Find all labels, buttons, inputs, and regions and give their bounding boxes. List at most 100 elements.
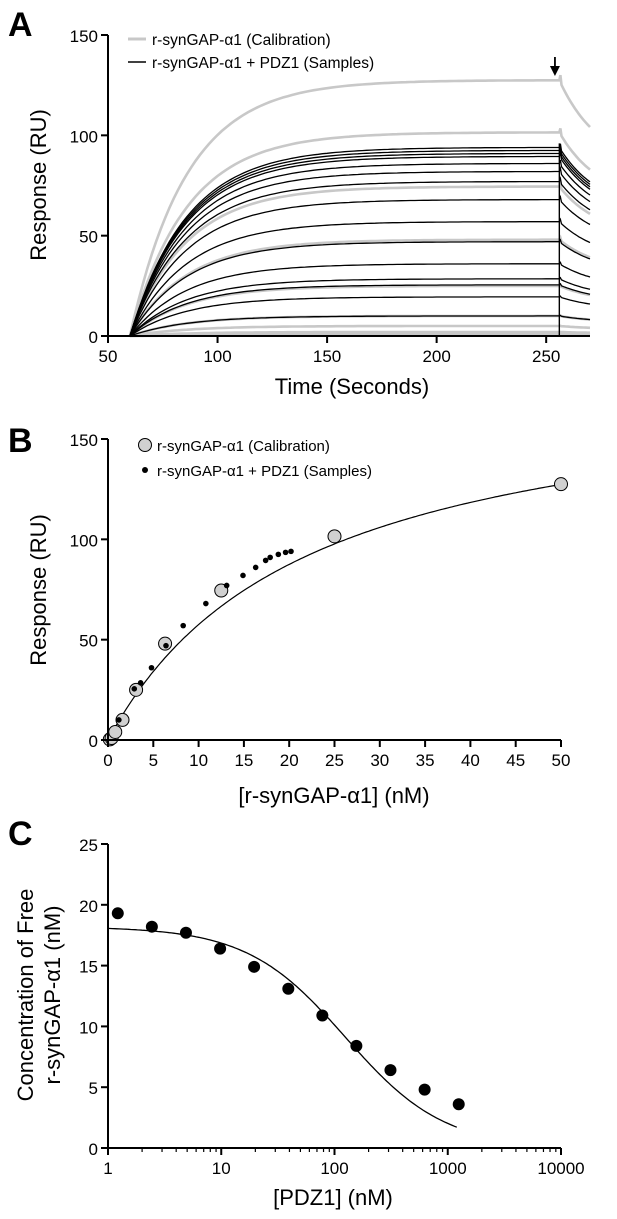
- panel-a-xlabel: Time (Seconds): [275, 374, 429, 399]
- sample-sensorgram: [129, 261, 591, 337]
- sample-point: [137, 680, 144, 686]
- panel-b-y-tick-label: 50: [79, 632, 98, 651]
- chart-panel-c: 1 10 100 1000 10000 0 5 10 15 20 25 [PDZ1] (nM) Co…: [13, 836, 585, 1210]
- panel-b-x-tick-label: 20: [280, 751, 299, 770]
- panel-b-x-tick-label: 35: [416, 751, 435, 770]
- panel-b-x-tick-label: 0: [103, 751, 112, 770]
- calibration-sensorgram: [128, 234, 591, 337]
- free-concentration-point: [282, 982, 295, 995]
- panel-b-marks: [102, 477, 568, 747]
- calibration-sensorgram: [129, 324, 591, 338]
- sample-point: [240, 572, 246, 579]
- calibration-point: [327, 529, 342, 544]
- panel-b-xlabel: [r-synGAP-α1] (nM): [238, 783, 429, 808]
- panel-b-x-tick-label: 15: [234, 751, 253, 770]
- panel-c-ylabel-line-1: Concentration of Free: [13, 889, 38, 1102]
- sample-sensorgram: [129, 146, 591, 337]
- panel-b-y-tick-label: 150: [70, 431, 98, 450]
- panel-c-x-tick-label: 10000: [537, 1159, 584, 1178]
- panel-b-x-tick-label: 40: [461, 751, 480, 770]
- sample-sensorgram: [129, 149, 591, 337]
- legend-marker-samples: [142, 467, 148, 473]
- legend-label-samples: r-synGAP-α1 + PDZ1 (Samples): [157, 463, 372, 480]
- sample-sensorgram: [129, 194, 591, 337]
- free-concentration-point: [452, 1098, 465, 1111]
- sample-sensorgram: [129, 217, 591, 337]
- sample-point: [282, 549, 289, 556]
- calibration-sensorgram: [129, 282, 591, 337]
- sample-sensorgram: [129, 152, 591, 337]
- sample-point: [131, 686, 138, 692]
- binding-fit-curve: [107, 483, 562, 741]
- panel-b-x-tick-label: 50: [552, 751, 571, 770]
- free-concentration-point: [179, 926, 192, 939]
- panel-b-ylabel: Response (RU): [26, 514, 51, 666]
- sample-sensorgram: [129, 238, 591, 337]
- panel-b-x-tick-label: 30: [370, 751, 389, 770]
- free-concentration-point: [145, 920, 158, 933]
- calibration-point: [554, 477, 568, 492]
- free-concentration-point: [316, 1009, 329, 1022]
- sample-point: [203, 600, 209, 607]
- panel-c-y-tick-label: 10: [79, 1018, 98, 1037]
- sample-point: [262, 557, 269, 564]
- panel-a-legend: r-synGAP-α1 (Calibration) r-synGAP-α1 + …: [128, 32, 374, 72]
- panel-a-ylabel: Response (RU): [26, 109, 51, 261]
- panel-b-x-tick-label: 5: [149, 751, 158, 770]
- sample-point: [252, 564, 259, 571]
- panel-b-x-tick-label: 25: [325, 751, 344, 770]
- sample-point: [180, 622, 186, 629]
- panel-b-y-tick-label: 0: [89, 732, 98, 751]
- panel-c-y-tick-label: 5: [89, 1079, 98, 1098]
- panel-c-y-tick-label: 20: [79, 897, 98, 916]
- legend-label-calibration: r-synGAP-α1 (Calibration): [157, 438, 330, 455]
- free-concentration-point: [248, 960, 261, 973]
- panel-c-x-tick-label: 1: [103, 1159, 112, 1178]
- sample-point: [116, 717, 122, 723]
- sample-point: [223, 582, 230, 589]
- calibration-sensorgram: [128, 74, 591, 337]
- sample-sensorgram: [129, 165, 591, 337]
- panel-c-x-tick-label: 10: [212, 1159, 231, 1178]
- panel-b-axes: 0 5 10 15 20 25 30 35 40 45 50 0 50 100 150: [70, 431, 571, 770]
- panel-b-x-tick-label: 45: [506, 751, 525, 770]
- panel-c-xlabel: [PDZ1] (nM): [273, 1185, 393, 1210]
- legend-label-calibration: r-synGAP-α1 (Calibration): [152, 32, 331, 49]
- sample-sensorgram: [129, 159, 591, 337]
- panel-label-a: A: [8, 6, 33, 44]
- panel-a-y-tick-label: 100: [70, 127, 98, 146]
- sample-sensorgram: [129, 176, 591, 337]
- sample-sensorgram: [129, 282, 591, 337]
- panel-a-x-tick-label: 150: [313, 347, 341, 366]
- panel-c-x-tick-label: 100: [320, 1159, 348, 1178]
- calibration-point: [115, 712, 130, 727]
- panel-c-y-tick-label: 25: [79, 836, 98, 855]
- legend-label-samples: r-synGAP-α1 + PDZ1 (Samples): [152, 55, 374, 72]
- sample-sensorgram: [129, 314, 591, 337]
- calibration-sensorgram: [128, 178, 591, 337]
- calibration-point: [214, 583, 229, 598]
- sample-point: [267, 554, 273, 561]
- chart-panel-b: 0 5 10 15 20 25 30 35 40 45 50 0 50 100 150 [r-synGAP-…: [26, 431, 570, 808]
- sample-point: [163, 642, 169, 649]
- free-concentration-point: [350, 1039, 363, 1052]
- inhibition-fit-curve: [107, 927, 458, 1128]
- legend-marker-calibration: [138, 438, 152, 452]
- panel-a-x-tick-label: 100: [203, 347, 231, 366]
- arrow-head: [549, 66, 560, 76]
- free-concentration-point: [214, 942, 227, 955]
- panel-c-x-tick-label: 1000: [429, 1159, 467, 1178]
- panel-c-axes: 1 10 100 1000 10000 0 5 10 15 20 25: [79, 836, 585, 1178]
- calibration-sensorgram: [129, 330, 590, 338]
- panel-b-legend: r-synGAP-α1 (Calibration) r-synGAP-α1 + …: [138, 438, 372, 480]
- sample-point: [148, 664, 155, 671]
- panel-a-y-tick-label: 150: [70, 27, 98, 46]
- panel-a-x-tick-label: 200: [422, 347, 450, 366]
- sample-point: [288, 548, 294, 555]
- free-concentration-point: [111, 907, 124, 920]
- panel-a-y-tick-label: 50: [79, 228, 98, 247]
- sample-point: [275, 551, 282, 558]
